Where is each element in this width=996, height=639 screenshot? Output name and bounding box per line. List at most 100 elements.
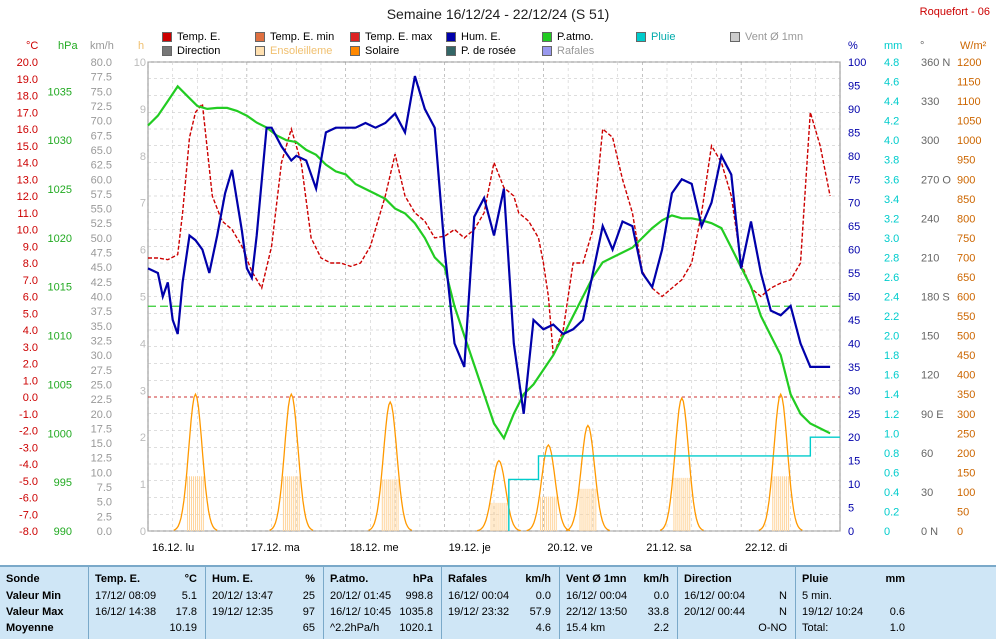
stats-value: 65 — [302, 622, 315, 634]
y-tick-label: 18.0 — [17, 91, 38, 103]
y-tick-label: 5 — [140, 292, 146, 304]
axis-unit-label: °C — [26, 40, 38, 52]
y-tick-label: 72.5 — [91, 101, 112, 113]
y-tick-label: 2.0 — [23, 359, 38, 371]
y-tick-label: 360 N — [921, 57, 950, 69]
y-tick-label: 67.5 — [91, 130, 112, 142]
y-tick-label: 1.8 — [884, 350, 899, 362]
stats-column: Sonde Valeur Min Valeur Max Moyenne — [0, 567, 88, 639]
stats-column: Pluie mm 5 min. 19/12/ 10:24 0.6 Total: 1.0 — [795, 567, 913, 639]
legend-item: P. de rosée — [446, 45, 516, 57]
legend-item: Pluie — [636, 31, 675, 43]
y-tick-label: 1150 — [957, 77, 981, 89]
y-tick-label: 5.0 — [97, 497, 112, 509]
legend-label: Ensoleilleme — [270, 45, 333, 57]
stats-header: Direction — [684, 573, 732, 585]
stats-row-label: Valeur Max — [6, 606, 64, 618]
y-tick-label: 0.6 — [884, 467, 899, 479]
y-tick-label: 1100 — [957, 96, 981, 108]
stats-column: Direction 16/12/ 00:04 N 20/12/ 00:44 N O-NO — [677, 567, 795, 639]
y-tick-label: 3.0 — [884, 233, 899, 245]
stats-value: 57.9 — [529, 606, 551, 618]
stats-value: 1.0 — [889, 622, 905, 634]
legend-swatch — [350, 46, 360, 56]
y-tick-label: 1015 — [48, 282, 72, 294]
legend-label: Solaire — [365, 45, 400, 57]
y-tick-label: 1030 — [48, 135, 72, 147]
stats-header: Hum. E. — [212, 573, 253, 585]
y-tick-label: 4.8 — [884, 57, 899, 69]
y-tick-label: -6.0 — [19, 493, 38, 505]
y-tick-label: 15 — [848, 456, 860, 468]
y-tick-label: 10 — [134, 57, 146, 69]
legend-swatch — [730, 32, 740, 42]
x-tick-label: 20.12. ve — [547, 542, 592, 554]
y-tick-label: 90 E — [921, 409, 944, 421]
y-tick-label: 19.0 — [17, 74, 38, 86]
axis-unit-label: mm — [884, 40, 902, 52]
axis-unit-label: W/m² — [960, 40, 987, 52]
y-tick-label: 500 — [957, 331, 975, 343]
y-tick-label: 27.5 — [91, 365, 112, 377]
y-tick-label: 0.2 — [884, 506, 899, 518]
y-tick-label: 210 — [921, 252, 939, 264]
legend-swatch — [542, 46, 552, 56]
y-tick-label: 1025 — [48, 184, 72, 196]
stats-time: 20/12/ 13:47 — [212, 590, 274, 602]
legend-item: Temp. E. max — [350, 31, 432, 43]
y-tick-label: 4.6 — [884, 77, 899, 89]
y-tick-label: 85 — [848, 127, 860, 139]
y-tick-label: 1035 — [48, 86, 72, 98]
solar-curve — [659, 396, 704, 531]
y-tick-label: 0 — [884, 526, 890, 538]
y-tick-label: 4.0 — [884, 135, 899, 147]
legend-swatch — [255, 46, 265, 56]
stats-value: 5.1 — [181, 590, 197, 602]
legend-swatch — [350, 32, 360, 42]
y-tick-label: 2.8 — [884, 252, 899, 264]
y-tick-label: 800 — [957, 213, 975, 225]
stats-column: Vent Ø 1mn km/h 16/12/ 00:04 0.0 22/12/ 13:5… — [559, 567, 677, 639]
y-tick-label: 57.5 — [91, 189, 112, 201]
legend-label: Hum. E. — [461, 31, 501, 43]
y-tick-label: 30.0 — [91, 350, 112, 362]
y-tick-label: 12.5 — [91, 453, 112, 465]
y-tick-label: 100 — [957, 487, 975, 499]
y-tick-label: 990 — [54, 526, 72, 538]
stats-value: 10.19 — [169, 622, 197, 634]
y-tick-label: 50 — [848, 292, 860, 304]
y-tick-label: 20.0 — [91, 409, 112, 421]
y-tick-label: 35 — [848, 362, 860, 374]
stats-time: 16/12/ 00:04 — [684, 590, 746, 602]
y-tick-label: -1.0 — [19, 409, 38, 421]
y-tick-label: 10.0 — [17, 225, 38, 237]
y-tick-label: -5.0 — [19, 476, 38, 488]
stats-value: 17.8 — [175, 606, 197, 618]
y-tick-label: 0 — [848, 526, 854, 538]
stats-value: 0.0 — [653, 590, 669, 602]
series-line — [147, 84, 831, 441]
y-tick-label: 30 — [848, 385, 860, 397]
legend-swatch — [162, 46, 172, 56]
y-tick-label: 180 S — [921, 292, 950, 304]
legend-swatch — [255, 32, 265, 42]
y-tick-label: 65 — [848, 221, 860, 233]
y-tick-label: 0.8 — [884, 448, 899, 460]
y-tick-label: 15.0 — [91, 438, 112, 450]
stats-column: Rafales km/h 16/12/ 00:04 0.0 19/12/ 23:32 57… — [441, 567, 559, 639]
legend-item: Ensoleilleme — [255, 45, 332, 57]
y-tick-label: -7.0 — [19, 509, 38, 521]
y-tick-label: 7.5 — [97, 482, 112, 494]
stats-value: 1020.1 — [399, 622, 433, 634]
y-tick-label: 10.0 — [91, 467, 112, 479]
y-tick-label: 55.0 — [91, 204, 112, 216]
y-tick-label: 300 — [957, 409, 975, 421]
y-tick-label: 2.5 — [97, 511, 112, 523]
series-line — [148, 102, 831, 356]
y-tick-label: 1.2 — [884, 409, 899, 421]
y-tick-label: 120 — [921, 370, 939, 382]
y-tick-label: 95 — [848, 80, 860, 92]
y-tick-label: 20 — [848, 432, 860, 444]
y-tick-label: 14.0 — [17, 158, 38, 170]
y-tick-label: 3.4 — [884, 194, 899, 206]
